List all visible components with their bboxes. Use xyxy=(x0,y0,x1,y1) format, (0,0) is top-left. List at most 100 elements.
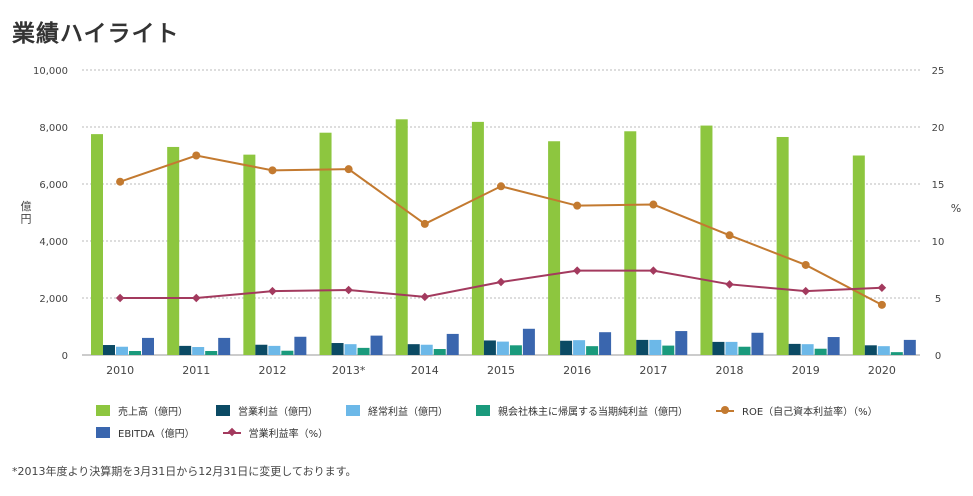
line-point xyxy=(496,277,506,287)
left-tick-label: 4,000 xyxy=(39,237,68,248)
line-point xyxy=(268,166,277,175)
bar xyxy=(103,345,115,355)
left-axis-label: 億円 xyxy=(21,200,32,226)
bar xyxy=(903,339,916,355)
legend-label: 経常利益（億円） xyxy=(368,406,448,418)
bar xyxy=(91,134,103,355)
legend-item: EBITDA（億円） xyxy=(96,425,195,440)
chart: 0 2,000 4,000 6,000 8,000 10,000 0 5 10 15 20 25 2… xyxy=(21,66,962,377)
bar xyxy=(268,345,281,355)
axis-units: 億円% xyxy=(21,200,962,226)
left-tick-label: 8,000 xyxy=(39,123,68,134)
left-axis-ticks: 0 2,000 4,000 6,000 8,000 10,000 xyxy=(33,66,68,362)
bar xyxy=(788,343,801,355)
bar xyxy=(738,346,751,355)
bar xyxy=(370,335,383,355)
bar xyxy=(890,352,903,355)
right-tick-label: 20 xyxy=(932,123,945,134)
grid-lines xyxy=(82,69,920,356)
bar xyxy=(243,154,256,355)
legend-swatch xyxy=(216,404,230,416)
bar xyxy=(255,344,268,355)
bar xyxy=(852,155,865,355)
line-point xyxy=(725,280,734,289)
bar xyxy=(700,125,713,355)
line-point xyxy=(192,293,201,303)
line-point xyxy=(115,293,125,303)
line-point xyxy=(116,177,125,186)
legend-swatch xyxy=(716,405,734,416)
legend-label: ROE（自己資本利益率）（%） xyxy=(742,406,878,418)
right-axis-ticks: 0 5 10 15 20 25 xyxy=(932,66,945,362)
bar xyxy=(142,337,154,355)
line-point xyxy=(572,266,582,275)
bar xyxy=(420,344,433,355)
x-tick-label: 2014 xyxy=(411,364,439,377)
line-point xyxy=(649,266,658,275)
bar xyxy=(751,332,764,355)
legend-row-2: EBITDA（億円） 営業利益率（%） xyxy=(96,421,956,443)
bar xyxy=(319,132,332,355)
x-axis-ticks: 2010 2011 2012 2013* 2014 2015 2016 2017 2018 201… xyxy=(106,364,896,377)
bar xyxy=(776,136,789,355)
bar xyxy=(827,337,840,355)
bar xyxy=(496,341,509,355)
legend-item: 営業利益率（%） xyxy=(222,425,329,440)
bar xyxy=(712,341,725,355)
line-point xyxy=(801,260,810,269)
bar xyxy=(560,340,573,355)
bar xyxy=(586,346,599,355)
right-tick-label: 5 xyxy=(935,294,941,305)
line-point xyxy=(420,219,429,228)
bar xyxy=(725,341,738,355)
bar xyxy=(814,348,827,355)
legend-swatch xyxy=(476,404,490,416)
bar xyxy=(179,345,192,355)
bar xyxy=(294,336,307,355)
left-tick-label: 2,000 xyxy=(39,294,68,305)
bar xyxy=(636,339,649,355)
left-tick-label: 10,000 xyxy=(33,66,68,77)
line-point xyxy=(877,283,887,292)
bar xyxy=(624,131,637,355)
lines xyxy=(115,151,887,309)
bar xyxy=(573,340,586,355)
bar xyxy=(218,337,231,355)
bar xyxy=(407,344,420,355)
footnote: *2013年度より決算期を3月31日から12月31日に変更しております。 xyxy=(12,465,357,478)
left-tick-label: 6,000 xyxy=(39,180,68,191)
bar xyxy=(599,332,612,355)
bar xyxy=(471,121,484,356)
legend-swatch xyxy=(96,404,110,416)
bar xyxy=(548,141,561,355)
x-tick-label: 2018 xyxy=(716,364,744,377)
bar xyxy=(446,333,459,355)
line-point xyxy=(268,286,277,296)
legend: 売上高（億円） 営業利益（億円） 経常利益（億円） 親会社株主に帰属する当期純利益（億… xyxy=(96,399,956,443)
line-point xyxy=(497,182,505,191)
legend-label: EBITDA（億円） xyxy=(118,428,195,440)
legend-label: 営業利益（億円） xyxy=(238,406,318,418)
line-point xyxy=(725,231,734,240)
bar xyxy=(649,339,662,355)
bar xyxy=(331,343,344,355)
bar xyxy=(433,349,446,355)
legend-item: 売上高（億円） xyxy=(96,403,188,418)
right-tick-label: 25 xyxy=(932,66,945,77)
page-title: 業績ハイライト xyxy=(12,21,180,47)
legend-label: 親会社株主に帰属する当期純利益（億円） xyxy=(498,406,688,418)
bar xyxy=(205,351,218,355)
legend-item: 経常利益（億円） xyxy=(346,403,448,418)
left-tick-label: 0 xyxy=(62,351,68,362)
bar xyxy=(395,119,408,356)
x-tick-label: 2020 xyxy=(868,364,896,377)
line-point xyxy=(573,201,582,210)
line-point xyxy=(420,292,430,302)
legend-label: 売上高（億円） xyxy=(118,406,188,418)
x-tick-label: 2019 xyxy=(792,364,820,377)
legend-label: 営業利益率（%） xyxy=(248,428,329,440)
bar xyxy=(129,351,141,355)
x-tick-label: 2017 xyxy=(639,364,667,377)
bar xyxy=(877,346,890,355)
legend-swatch xyxy=(96,426,110,438)
